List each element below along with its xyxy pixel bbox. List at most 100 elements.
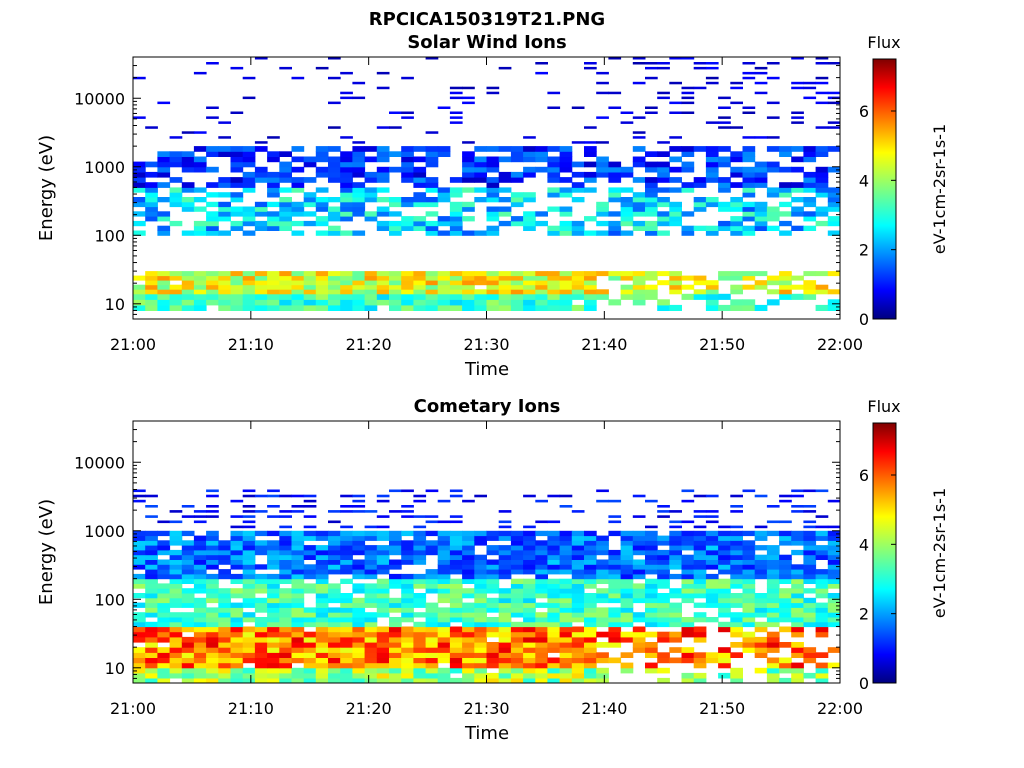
heatmap-cell [462,569,475,575]
heatmap-cell [218,206,231,212]
heatmap-cell [523,652,536,658]
heatmap-cell [389,667,402,674]
heatmap-cell [559,151,573,157]
heatmap-cell [254,271,268,277]
heatmap-cell [632,289,646,295]
heatmap-cell [401,549,414,556]
heatmap-cell [364,583,378,589]
heatmap-cell [498,275,512,281]
heatmap-cell [230,657,244,664]
heatmap-cell [193,564,207,570]
heatmap-cell [705,177,719,183]
heatmap-cell [645,187,658,193]
heatmap-cell [206,271,219,277]
heatmap-cell [766,583,780,589]
heatmap-cell [254,289,268,295]
heatmap-cell [645,161,658,168]
heatmap-cell [462,677,475,684]
heatmap-cell [340,136,353,139]
heatmap-cell [632,57,646,60]
heatmap-cell [401,156,414,163]
heatmap-cell [657,230,670,236]
x-tick-label: 21:30 [463,335,509,354]
heatmap-cell [571,284,585,290]
heatmap-cell [133,177,146,183]
heatmap-cell [742,642,756,648]
heatmap-cell [754,91,768,95]
heatmap-cell [535,280,548,286]
heatmap-cell [364,642,378,648]
heatmap-cell [803,293,817,300]
heatmap-cell [742,578,756,584]
heatmap-cell [815,554,829,560]
heatmap-cell [547,657,561,664]
heatmap-cell [437,564,451,570]
heatmap-cell [803,554,817,560]
heatmap-cell [766,299,780,306]
heatmap-cell [669,525,682,529]
heatmap-cell [827,597,841,604]
heatmap-cell [754,525,768,529]
heatmap-cell [169,662,183,669]
heatmap-cell [449,91,463,95]
heatmap-cell [584,573,597,580]
heatmap-cell [401,554,414,560]
heatmap-cell [523,304,536,311]
heatmap-cell [157,230,171,236]
heatmap-cell [315,657,329,664]
heatmap-cell [291,578,305,584]
heatmap-cell [218,201,231,208]
heatmap-cell [254,545,268,551]
heatmap-cell [352,81,366,85]
heatmap-cell [279,535,292,541]
heatmap-cell [632,583,646,589]
heatmap-cell [340,549,353,556]
heatmap-cell [267,171,280,178]
heatmap-cell [632,642,646,648]
heatmap-cell [206,588,219,594]
heatmap-cell [523,494,536,498]
heatmap-cell [510,569,524,575]
heatmap-cell [413,597,427,604]
heatmap-cell [584,647,597,653]
heatmap-cell [340,211,353,217]
heatmap-cell [181,554,195,560]
heatmap-cell [681,593,695,599]
colorbar-tick-label: 6 [859,102,869,121]
heatmap-cell [571,171,585,178]
heatmap-cell [254,225,268,231]
heatmap-cell [754,642,768,648]
heatmap-cell [413,201,427,208]
heatmap-cell [803,225,817,231]
heatmap-cell [632,540,646,546]
heatmap-cell [669,535,682,541]
heatmap-cell [766,101,780,105]
heatmap-cell [230,161,244,168]
heatmap-cell [766,621,780,628]
heatmap-cell [779,499,792,503]
heatmap-cell [632,549,646,556]
heatmap-cell [559,225,573,231]
heatmap-cell [620,220,634,227]
heatmap-cell [340,197,353,203]
heatmap-cell [718,583,731,589]
heatmap-cell [193,161,207,168]
heatmap-cell [657,677,670,684]
heatmap-cell [791,612,804,618]
xlabel-solar-wind: Time [464,359,509,380]
heatmap-cell [571,510,585,513]
heatmap-cell [230,545,244,551]
heatmap-cell [218,549,231,556]
heatmap-cell [827,289,841,295]
heatmap-cell [559,540,573,546]
heatmap-cell [620,621,634,628]
heatmap-cell [693,206,707,212]
heatmap-cell [291,672,305,679]
heatmap-cell [206,280,219,286]
heatmap-cell [535,151,548,157]
heatmap-cell [449,626,463,633]
heatmap-cell [328,626,341,633]
heatmap-cell [791,510,804,513]
heatmap-cell [181,642,195,648]
heatmap-cell [315,66,329,70]
